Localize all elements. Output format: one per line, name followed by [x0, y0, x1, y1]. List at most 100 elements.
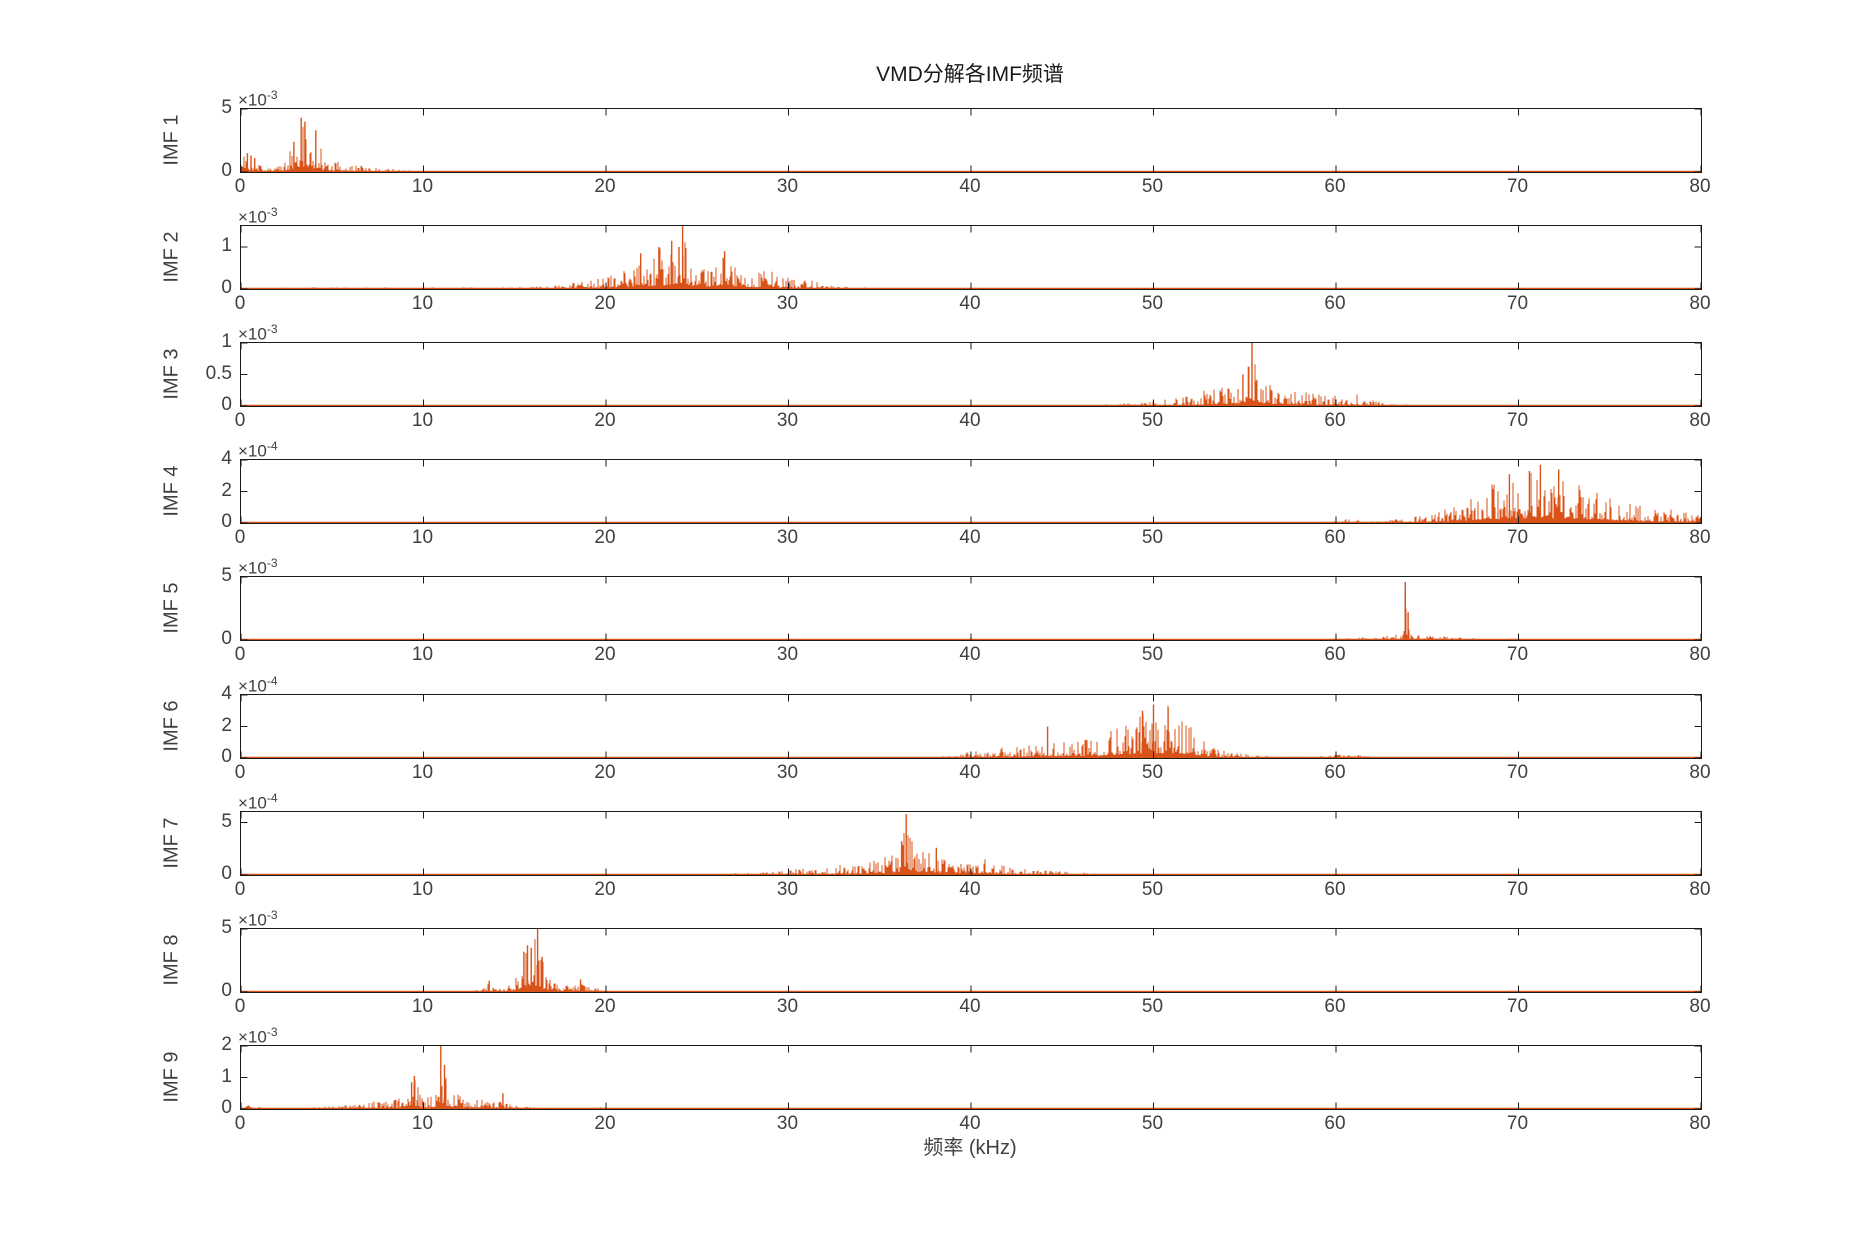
spectrum-columns: [240, 939, 1702, 992]
x-tick-label-imf9: 0: [234, 1113, 246, 1134]
x-tick-label-imf7: 70: [1506, 879, 1529, 900]
x-tick-label-imf5: 60: [1324, 644, 1346, 665]
x-tick-label-imf6: 80: [1689, 762, 1711, 783]
y-tick-label-imf2: 1: [221, 235, 232, 256]
y-tick-label-imf9: 0: [221, 1097, 232, 1118]
y-tick-label-imf4: 4: [221, 448, 232, 469]
x-tick-label-imf4: 30: [776, 527, 799, 548]
x-tick-label-imf8: 20: [594, 996, 616, 1017]
spectrum-plot-imf9: [240, 1045, 1702, 1110]
exponent-power: -3: [266, 88, 278, 102]
x-tick-label-imf9: 40: [959, 1113, 981, 1134]
tick-marks: [240, 1045, 1702, 1110]
tick-marks: [240, 694, 1702, 759]
x-tick-label-imf7: 40: [959, 879, 981, 900]
y-axis-label-imf7: IMF 7: [160, 816, 183, 869]
y-tick-label-imf1: 5: [221, 97, 232, 118]
x-tick-label-imf7: 10: [411, 879, 434, 900]
exponent-base: ×10: [238, 793, 267, 813]
spectrum-columns: [240, 1065, 1702, 1109]
x-tick-label-imf4: 10: [411, 527, 434, 548]
x-tick-label-imf9: 70: [1506, 1113, 1529, 1134]
x-tick-label-imf6: 10: [411, 762, 434, 783]
exponent-base: ×10: [238, 90, 267, 110]
x-tick-label-imf8: 0: [234, 996, 246, 1017]
exponent-base: ×10: [238, 1027, 267, 1047]
x-tick-label-imf1: 40: [959, 176, 981, 197]
x-tick-label-imf8: 50: [1141, 996, 1164, 1017]
x-tick-label-imf8: 80: [1689, 996, 1711, 1017]
x-tick-label-imf2: 20: [594, 293, 616, 314]
y-axis-label-imf3: IMF 3: [160, 347, 183, 400]
peak-spikes: [246, 117, 317, 172]
spectrum-columns: [240, 590, 1702, 640]
x-tick-label-imf9: 50: [1141, 1113, 1164, 1134]
y-axis-label-imf1: IMF 1: [160, 113, 183, 166]
exponent-power: -3: [266, 205, 278, 219]
y-axis-exponent-imf6: ×10-4: [238, 670, 278, 696]
x-tick-label-imf2: 10: [411, 293, 434, 314]
x-tick-label-imf9: 30: [776, 1113, 799, 1134]
spectrum-plot-imf3: [240, 342, 1702, 407]
subplot-imf8: [240, 928, 1702, 993]
x-tick-label-imf5: 70: [1506, 644, 1529, 665]
x-tick-label-imf5: 30: [776, 644, 799, 665]
y-axis-exponent-imf3: ×10-3: [238, 318, 278, 344]
x-tick-label-imf5: 10: [411, 644, 434, 665]
x-tick-label-imf3: 0: [234, 410, 246, 431]
x-tick-label-imf1: 30: [776, 176, 799, 197]
y-axis-label-imf9: IMF 9: [160, 1050, 183, 1103]
spectrum-plot-imf4: [240, 459, 1702, 524]
x-tick-label-imf3: 80: [1689, 410, 1711, 431]
figure-title: VMD分解各IMF频谱: [876, 63, 1064, 86]
x-tick-label-imf3: 60: [1324, 410, 1346, 431]
x-tick-label-imf2: 40: [959, 293, 981, 314]
y-axis-exponent-imf8: ×10-3: [238, 904, 278, 930]
y-tick-label-imf5: 0: [221, 628, 232, 649]
x-tick-label-imf7: 20: [594, 879, 616, 900]
subplot-imf7: [240, 811, 1702, 876]
y-tick-label-imf3: 0.5: [205, 362, 232, 384]
x-tick-label-imf6: 30: [776, 762, 799, 783]
x-tick-label-imf2: 50: [1141, 293, 1164, 314]
y-tick-label-imf6: 0: [221, 746, 232, 767]
x-tick-label-imf3: 10: [411, 410, 434, 431]
y-axis-exponent-imf1: ×10-3: [238, 84, 278, 110]
peak-spikes: [1242, 343, 1253, 406]
y-axis-exponent-imf7: ×10-4: [238, 787, 278, 813]
y-axis-label-imf5: IMF 5: [160, 581, 183, 634]
x-tick-label-imf4: 50: [1141, 527, 1164, 548]
exponent-power: -4: [266, 674, 278, 688]
exponent-base: ×10: [238, 910, 267, 930]
y-axis-exponent-imf5: ×10-3: [238, 552, 278, 578]
y-tick-label-imf1: 0: [221, 160, 232, 181]
peak-spikes: [410, 1046, 504, 1109]
peak-spikes: [1046, 704, 1169, 758]
exponent-base: ×10: [238, 558, 267, 578]
subplot-imf2: [240, 225, 1702, 290]
exponent-base: ×10: [238, 324, 267, 344]
spectrum-plot-imf2: [240, 226, 1702, 290]
peak-spikes: [1508, 464, 1560, 523]
y-tick-label-imf9: 2: [221, 1034, 232, 1055]
x-tick-label-imf4: 0: [234, 527, 246, 548]
peak-spikes: [1404, 582, 1409, 640]
x-tick-label-imf9: 80: [1689, 1113, 1711, 1134]
y-tick-label-imf6: 4: [221, 683, 232, 704]
tick-marks: [240, 812, 1702, 876]
tick-marks: [240, 226, 1702, 290]
x-tick-label-imf1: 70: [1506, 176, 1529, 197]
y-axis-label-imf8: IMF 8: [160, 933, 183, 986]
x-tick-label-imf9: 20: [594, 1113, 616, 1134]
y-tick-label-imf6: 2: [221, 714, 232, 736]
x-tick-label-imf2: 70: [1506, 293, 1529, 314]
y-tick-label-imf9: 1: [221, 1065, 232, 1087]
x-tick-label-imf7: 80: [1689, 879, 1711, 900]
y-tick-label-imf7: 5: [221, 810, 232, 832]
x-tick-label-imf1: 80: [1689, 176, 1711, 197]
x-tick-label-imf5: 50: [1141, 644, 1164, 665]
subplot-imf9: [240, 1045, 1702, 1110]
subplot-imf5: [240, 576, 1702, 641]
x-tick-label-imf2: 30: [776, 293, 799, 314]
